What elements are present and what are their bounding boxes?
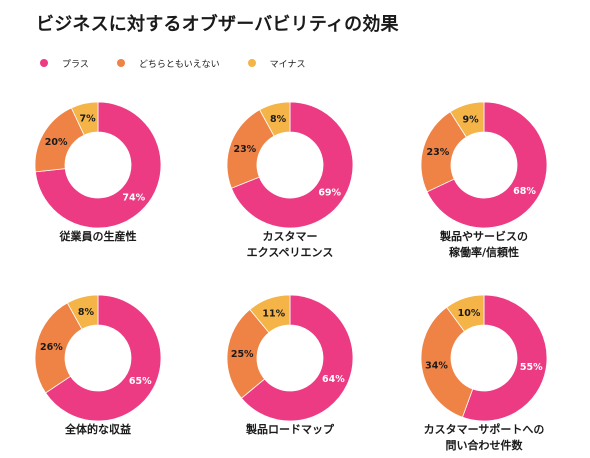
legend-item-minus: マイナス bbox=[247, 57, 306, 70]
chart-title-line: 問い合わせ件数 bbox=[445, 439, 523, 452]
data-label-minus: 7% bbox=[80, 114, 97, 125]
donut-segment-minus bbox=[249, 294, 291, 334]
donut-segment-minus bbox=[446, 294, 485, 332]
data-label-plus: 69% bbox=[318, 187, 341, 198]
legend-item-neutral: どちらともいえない bbox=[116, 57, 220, 70]
donut-chart-5: 64% 25% 11% bbox=[226, 294, 354, 422]
data-label-minus: 10% bbox=[458, 308, 481, 319]
data-label-plus: 55% bbox=[520, 362, 543, 373]
donut-segment-plus bbox=[34, 101, 162, 229]
data-label-neutral: 26% bbox=[40, 342, 63, 353]
data-label-neutral: 34% bbox=[425, 360, 448, 371]
chart-title-5: 製品ロードマップ bbox=[210, 422, 370, 438]
chart-title-line: 製品ロードマップ bbox=[246, 423, 334, 436]
data-label-neutral: 25% bbox=[231, 349, 254, 360]
chart-title-6: カスタマーサポートへの 問い合わせ件数 bbox=[404, 422, 564, 454]
donut-segment-minus bbox=[70, 101, 99, 136]
chart-title-line: 従業員の生産性 bbox=[59, 230, 137, 243]
legend-label-neutral: どちらともいえない bbox=[138, 59, 220, 70]
data-label-plus: 68% bbox=[513, 186, 536, 197]
donut-segment-plus bbox=[240, 294, 354, 422]
chart-title-line: 稼働率/信頼性 bbox=[448, 246, 520, 259]
legend-swatch-plus bbox=[40, 59, 48, 67]
donut-segment-minus bbox=[259, 101, 291, 137]
data-label-minus: 8% bbox=[78, 307, 95, 318]
chart-title-3: 製品やサービスの 稼働率/信頼性 bbox=[404, 229, 564, 261]
donut-chart-3: 68% 23% 9% bbox=[420, 101, 548, 229]
donut-chart-6: 55% 34% 10% bbox=[420, 294, 548, 422]
legend-item-plus: プラス bbox=[40, 57, 89, 70]
data-label-neutral: 23% bbox=[233, 144, 256, 155]
chart-title-line: 製品やサービスの bbox=[440, 230, 528, 243]
legend-swatch-neutral bbox=[116, 59, 125, 67]
donut-segment-minus bbox=[66, 294, 99, 330]
donut-segment-plus bbox=[461, 294, 548, 422]
legend: プラス どちらともいえない マイナス bbox=[40, 57, 333, 70]
chart-title-1: 従業員の生産性 bbox=[18, 229, 178, 245]
donut-segment-plus bbox=[426, 101, 548, 229]
data-label-minus: 8% bbox=[270, 114, 287, 125]
donut-chart-2: 69% 23% 8% bbox=[226, 101, 354, 229]
chart-title-line: カスタマーサポートへの bbox=[423, 423, 545, 436]
data-label-plus: 74% bbox=[122, 193, 145, 204]
chart-title-2: カスタマーエクスペリエンス bbox=[210, 229, 370, 261]
chart-title-line: エクスペリエンス bbox=[246, 246, 334, 259]
donut-segment-neutral bbox=[420, 306, 474, 418]
chart-title-line: 全体的な収益 bbox=[65, 423, 131, 436]
donut-chart-4: 65% 26% 8% bbox=[34, 294, 162, 422]
data-label-neutral: 23% bbox=[427, 147, 450, 158]
data-label-plus: 64% bbox=[322, 374, 345, 385]
data-label-plus: 65% bbox=[129, 376, 152, 387]
data-label-neutral: 20% bbox=[45, 137, 68, 148]
data-label-minus: 11% bbox=[262, 308, 285, 319]
legend-label-minus: マイナス bbox=[269, 59, 306, 70]
legend-swatch-minus bbox=[247, 59, 256, 67]
legend-label-plus: プラス bbox=[62, 59, 89, 70]
donut-chart-1: 74% 20% 7% bbox=[34, 101, 162, 229]
donut-segment-minus bbox=[449, 101, 485, 138]
donut-segment-plus bbox=[230, 101, 354, 229]
chart-title-4: 全体的な収益 bbox=[18, 422, 178, 438]
data-label-minus: 9% bbox=[463, 114, 480, 125]
chart-title-line: カスタマー bbox=[262, 230, 318, 243]
donut-segment-plus bbox=[44, 294, 162, 422]
page-title: ビジネスに対するオブザーバビリティの効果 bbox=[36, 14, 399, 35]
